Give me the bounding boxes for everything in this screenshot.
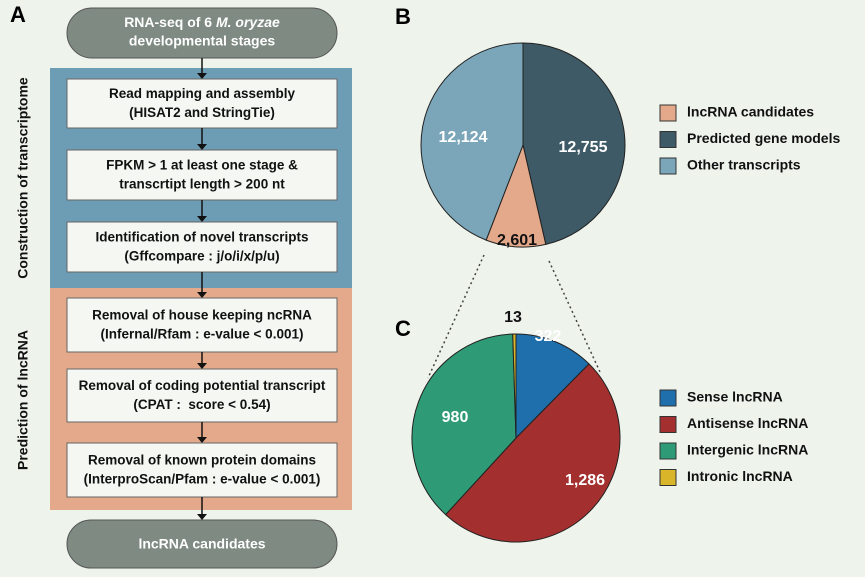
legend-swatch (659, 131, 677, 148)
legend-label: Antisense lncRNA (687, 415, 808, 431)
legend-label: Other transcripts (687, 157, 801, 173)
panel-label: A (10, 2, 26, 27)
step-text: (Infernal/Rfam : e-value < 0.001) (101, 327, 304, 342)
step-text: FPKM > 1 at least one stage & (106, 158, 298, 173)
value-label: 980 (442, 409, 469, 426)
arrow-head (197, 292, 207, 298)
legend-swatch (659, 389, 677, 407)
connector (548, 260, 601, 373)
step-box (66, 297, 338, 353)
step-text: (HISAT2 and StringTie) (129, 105, 275, 120)
arrow-head (197, 73, 207, 79)
legend-swatch (659, 416, 677, 433)
step-box (66, 442, 338, 498)
value-label: 322 (535, 328, 562, 345)
step-text: (CPAT : score < 0.54) (133, 397, 270, 412)
pie-slice (522, 42, 626, 246)
section-label: Prediction of lncRNA (15, 330, 31, 470)
pie-slice (420, 42, 524, 241)
step-text: (Gffcompare : j/o/i/x/p/u) (124, 249, 279, 264)
arrow-head (197, 437, 207, 443)
value-label: 2,601 (497, 232, 537, 249)
step-text: Removal of house keeping ncRNA (92, 308, 312, 323)
section-label: Construction of transcriptome (15, 77, 31, 279)
arrow-head (197, 216, 207, 222)
start-text-part: RNA-seq of 6 (124, 14, 212, 30)
step-box (66, 149, 338, 201)
arrow-head (197, 363, 207, 369)
step-text: Read mapping and assembly (109, 86, 296, 101)
legend-label: Sense lncRNA (687, 389, 783, 405)
step-box (66, 78, 338, 129)
value-label: 13 (504, 309, 522, 326)
panel-label: C (395, 316, 411, 341)
legend-label: Intergenic lncRNA (687, 442, 808, 458)
legend-label: Predicted gene models (687, 130, 840, 146)
value-label: 1,286 (565, 472, 605, 489)
legend-swatch (659, 157, 677, 175)
value-label: 12,124 (439, 129, 488, 146)
step-text: (InterproScan/Pfam : e-value < 0.001) (84, 472, 321, 487)
arrow-head (197, 514, 207, 520)
legend-swatch (659, 442, 677, 460)
step-box (66, 221, 338, 273)
pie-slice (512, 333, 517, 439)
step-text: Identification of novel transcripts (95, 230, 308, 245)
start-text: RNA-seq of 6 M. oryzae (124, 14, 280, 30)
panel-label: B (395, 4, 411, 29)
value-label: 12,755 (559, 139, 608, 156)
start-text: developmental stages (129, 33, 275, 49)
step-text: Removal of coding potential transcript (79, 378, 326, 393)
pie-slice (411, 333, 517, 516)
step-text: transcrtipt length > 200 nt (119, 177, 285, 192)
legend-swatch (659, 469, 677, 486)
legend-label: lncRNA candidates (687, 104, 814, 120)
step-text: Removal of known protein domains (88, 453, 316, 468)
legend-swatch (659, 104, 677, 122)
step-box (66, 368, 338, 423)
end-text: lncRNA candidates (138, 536, 265, 552)
legend-label: Intronic lncRNA (687, 468, 793, 484)
arrow-head (197, 144, 207, 150)
start-text-italic: M. oryzae (216, 14, 280, 30)
pie-slice (515, 333, 590, 440)
pie-slice (444, 363, 621, 543)
